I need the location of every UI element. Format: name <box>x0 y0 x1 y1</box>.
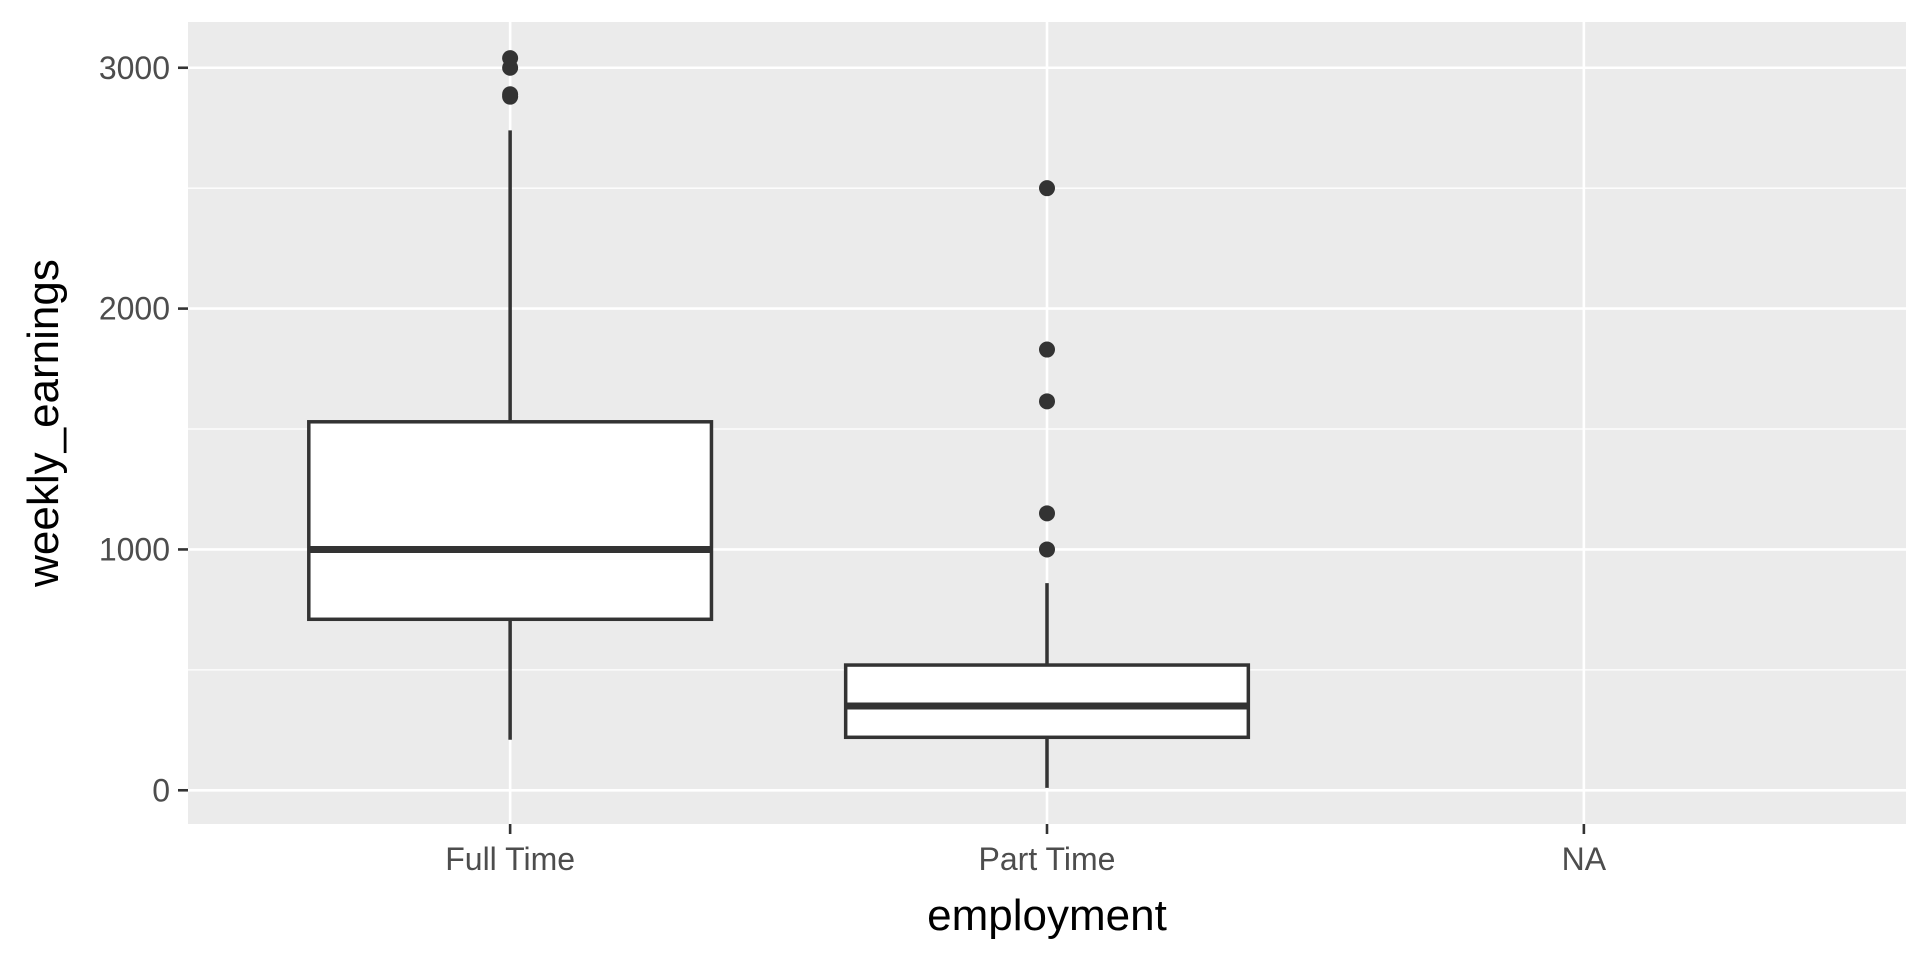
box-part-time <box>843 180 1251 788</box>
box-full-time <box>307 50 714 740</box>
y-tick-label: 0 <box>152 772 170 808</box>
y-tick-label: 2000 <box>99 291 170 327</box>
y-tick-label: 1000 <box>99 531 170 567</box>
outlier-point <box>1039 393 1055 410</box>
outlier-point <box>1039 341 1055 358</box>
x-axis-title: employment <box>927 891 1167 940</box>
box-iqr <box>843 663 1251 740</box>
y-axis-title: weekly_earnings <box>19 259 68 588</box>
outlier-point <box>502 86 519 103</box>
x-tick-label: NA <box>1562 841 1607 877</box>
box-iqr <box>307 420 714 622</box>
y-tick-label: 3000 <box>99 50 170 86</box>
x-tick-label: Full Time <box>445 841 575 877</box>
x-tick-label: Part Time <box>979 841 1116 877</box>
outlier-point <box>502 50 519 67</box>
outlier-point <box>1039 505 1055 522</box>
outlier-point <box>1039 180 1055 197</box>
axes: 0 1000 2000 3000 Full Time Part Time NA <box>99 50 1607 877</box>
outlier-point <box>1039 541 1055 558</box>
box-layer <box>307 50 1251 788</box>
